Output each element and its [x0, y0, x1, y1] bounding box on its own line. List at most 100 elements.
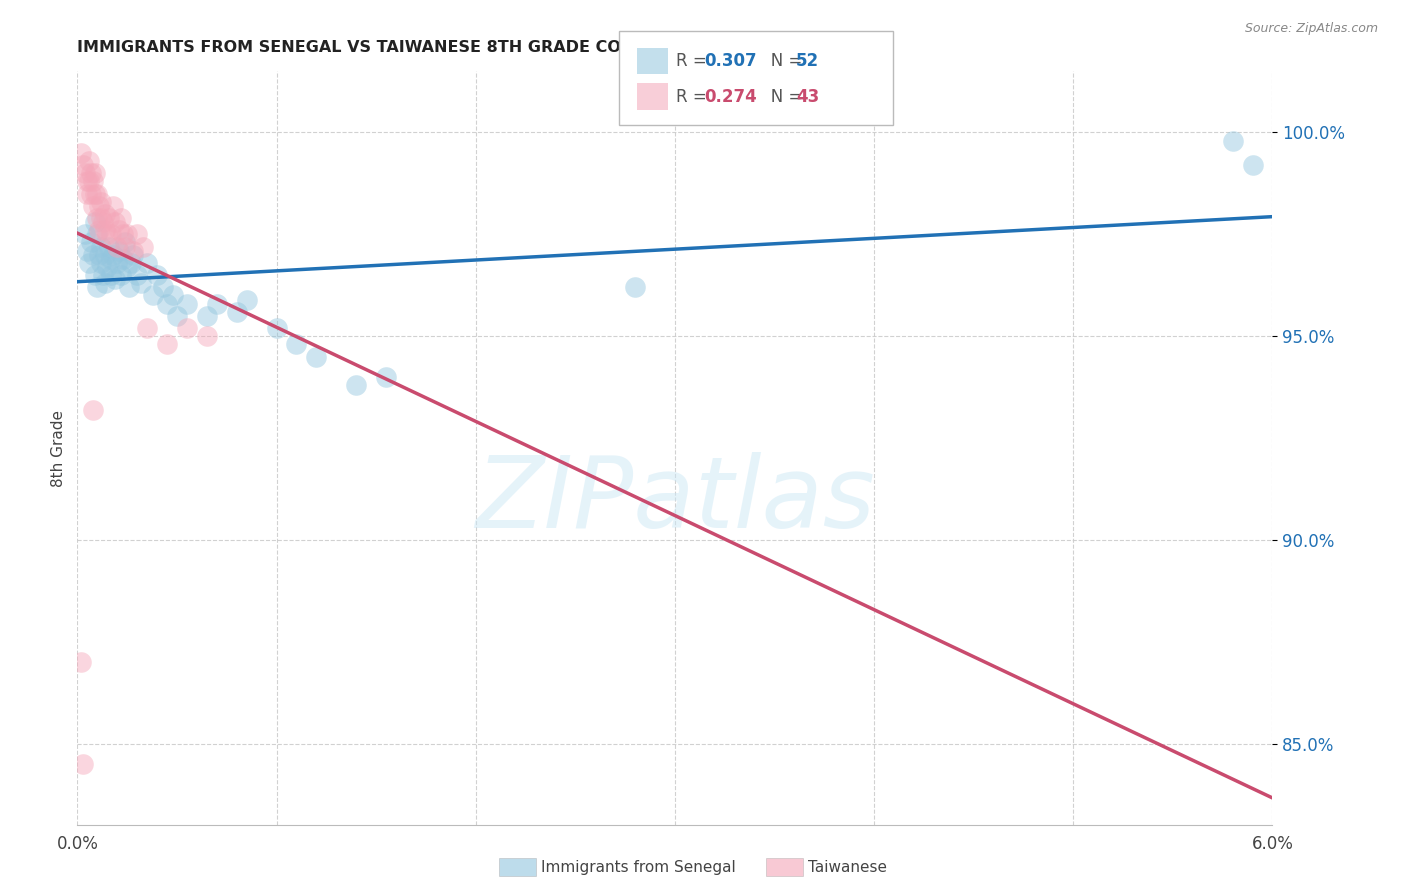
Point [80, 166, 103, 180]
Point [104, 272, 127, 286]
Point [91, 268, 114, 282]
Point [105, 239, 128, 253]
Point [105, 256, 128, 270]
Point [266, 321, 288, 335]
Text: 43: 43 [796, 87, 820, 105]
Point [86, 186, 108, 201]
Point [70, 145, 93, 160]
Point [91, 215, 114, 229]
Text: IMMIGRANTS FROM SENEGAL VS TAIWANESE 8TH GRADE CORRELATION CHART: IMMIGRANTS FROM SENEGAL VS TAIWANESE 8TH… [77, 40, 787, 55]
Point [84, 268, 107, 282]
Text: N =: N = [755, 52, 807, 70]
Point [120, 256, 142, 270]
Point [110, 211, 132, 225]
Point [84, 215, 107, 229]
Point [114, 239, 136, 253]
Point [176, 321, 198, 335]
Point [90, 211, 112, 225]
Point [176, 296, 198, 310]
Point [79, 153, 101, 168]
Point [90, 239, 112, 253]
Point [375, 370, 398, 384]
Point [79, 174, 101, 188]
Point [624, 280, 647, 294]
Point [79, 256, 101, 270]
Point [1222, 134, 1244, 148]
Point [80, 186, 103, 201]
Point [82, 248, 104, 262]
Point [162, 288, 184, 302]
Point [156, 296, 179, 310]
Point [76, 186, 98, 201]
Point [86, 227, 108, 242]
Point [205, 296, 228, 310]
Point [89, 199, 111, 213]
Point [90, 256, 112, 270]
Point [114, 235, 136, 250]
Point [100, 252, 122, 266]
Point [115, 227, 138, 242]
Point [122, 244, 145, 258]
Point [100, 227, 122, 242]
Point [136, 256, 159, 270]
Text: R =: R = [676, 52, 713, 70]
Point [72, 756, 94, 771]
Point [142, 288, 165, 302]
Point [96, 227, 118, 242]
Point [108, 223, 131, 237]
Point [115, 260, 138, 274]
Point [127, 268, 148, 282]
Point [156, 337, 179, 351]
Text: R =: R = [676, 87, 713, 105]
Point [82, 199, 104, 213]
Point [76, 244, 98, 258]
Point [75, 166, 97, 180]
Point [89, 223, 111, 237]
Point [86, 211, 108, 225]
Point [122, 248, 145, 262]
Point [285, 337, 308, 351]
Point [104, 215, 127, 229]
Point [94, 207, 117, 221]
Point [75, 227, 97, 242]
Point [100, 268, 122, 282]
Point [94, 277, 117, 291]
Point [76, 174, 98, 188]
Text: Taiwanese: Taiwanese [808, 860, 887, 874]
Point [108, 244, 131, 258]
Point [70, 655, 93, 669]
Text: Source: ZipAtlas.com: Source: ZipAtlas.com [1244, 22, 1378, 36]
Point [132, 239, 155, 253]
Point [118, 280, 141, 294]
Point [305, 350, 328, 364]
Point [80, 235, 103, 250]
Point [195, 309, 218, 323]
Point [166, 309, 188, 323]
Point [1241, 158, 1264, 172]
Text: 52: 52 [796, 52, 818, 70]
Point [344, 378, 367, 392]
Point [225, 304, 247, 318]
Point [195, 329, 218, 343]
Point [103, 199, 124, 213]
Text: N =: N = [755, 87, 807, 105]
Point [98, 211, 121, 225]
Point [82, 402, 104, 417]
Text: Immigrants from Senegal: Immigrants from Senegal [541, 860, 737, 874]
Text: ZIPatlas: ZIPatlas [475, 452, 875, 549]
Text: 0.274: 0.274 [704, 87, 758, 105]
Point [235, 293, 257, 307]
Point [86, 280, 108, 294]
Point [94, 223, 117, 237]
Point [98, 239, 121, 253]
Point [84, 166, 107, 180]
Point [84, 186, 107, 201]
Point [112, 227, 135, 242]
Point [152, 280, 174, 294]
Point [82, 174, 104, 188]
Point [112, 252, 135, 266]
Point [146, 268, 169, 282]
Point [110, 268, 132, 282]
Point [72, 158, 94, 172]
Text: 0.307: 0.307 [704, 52, 756, 70]
